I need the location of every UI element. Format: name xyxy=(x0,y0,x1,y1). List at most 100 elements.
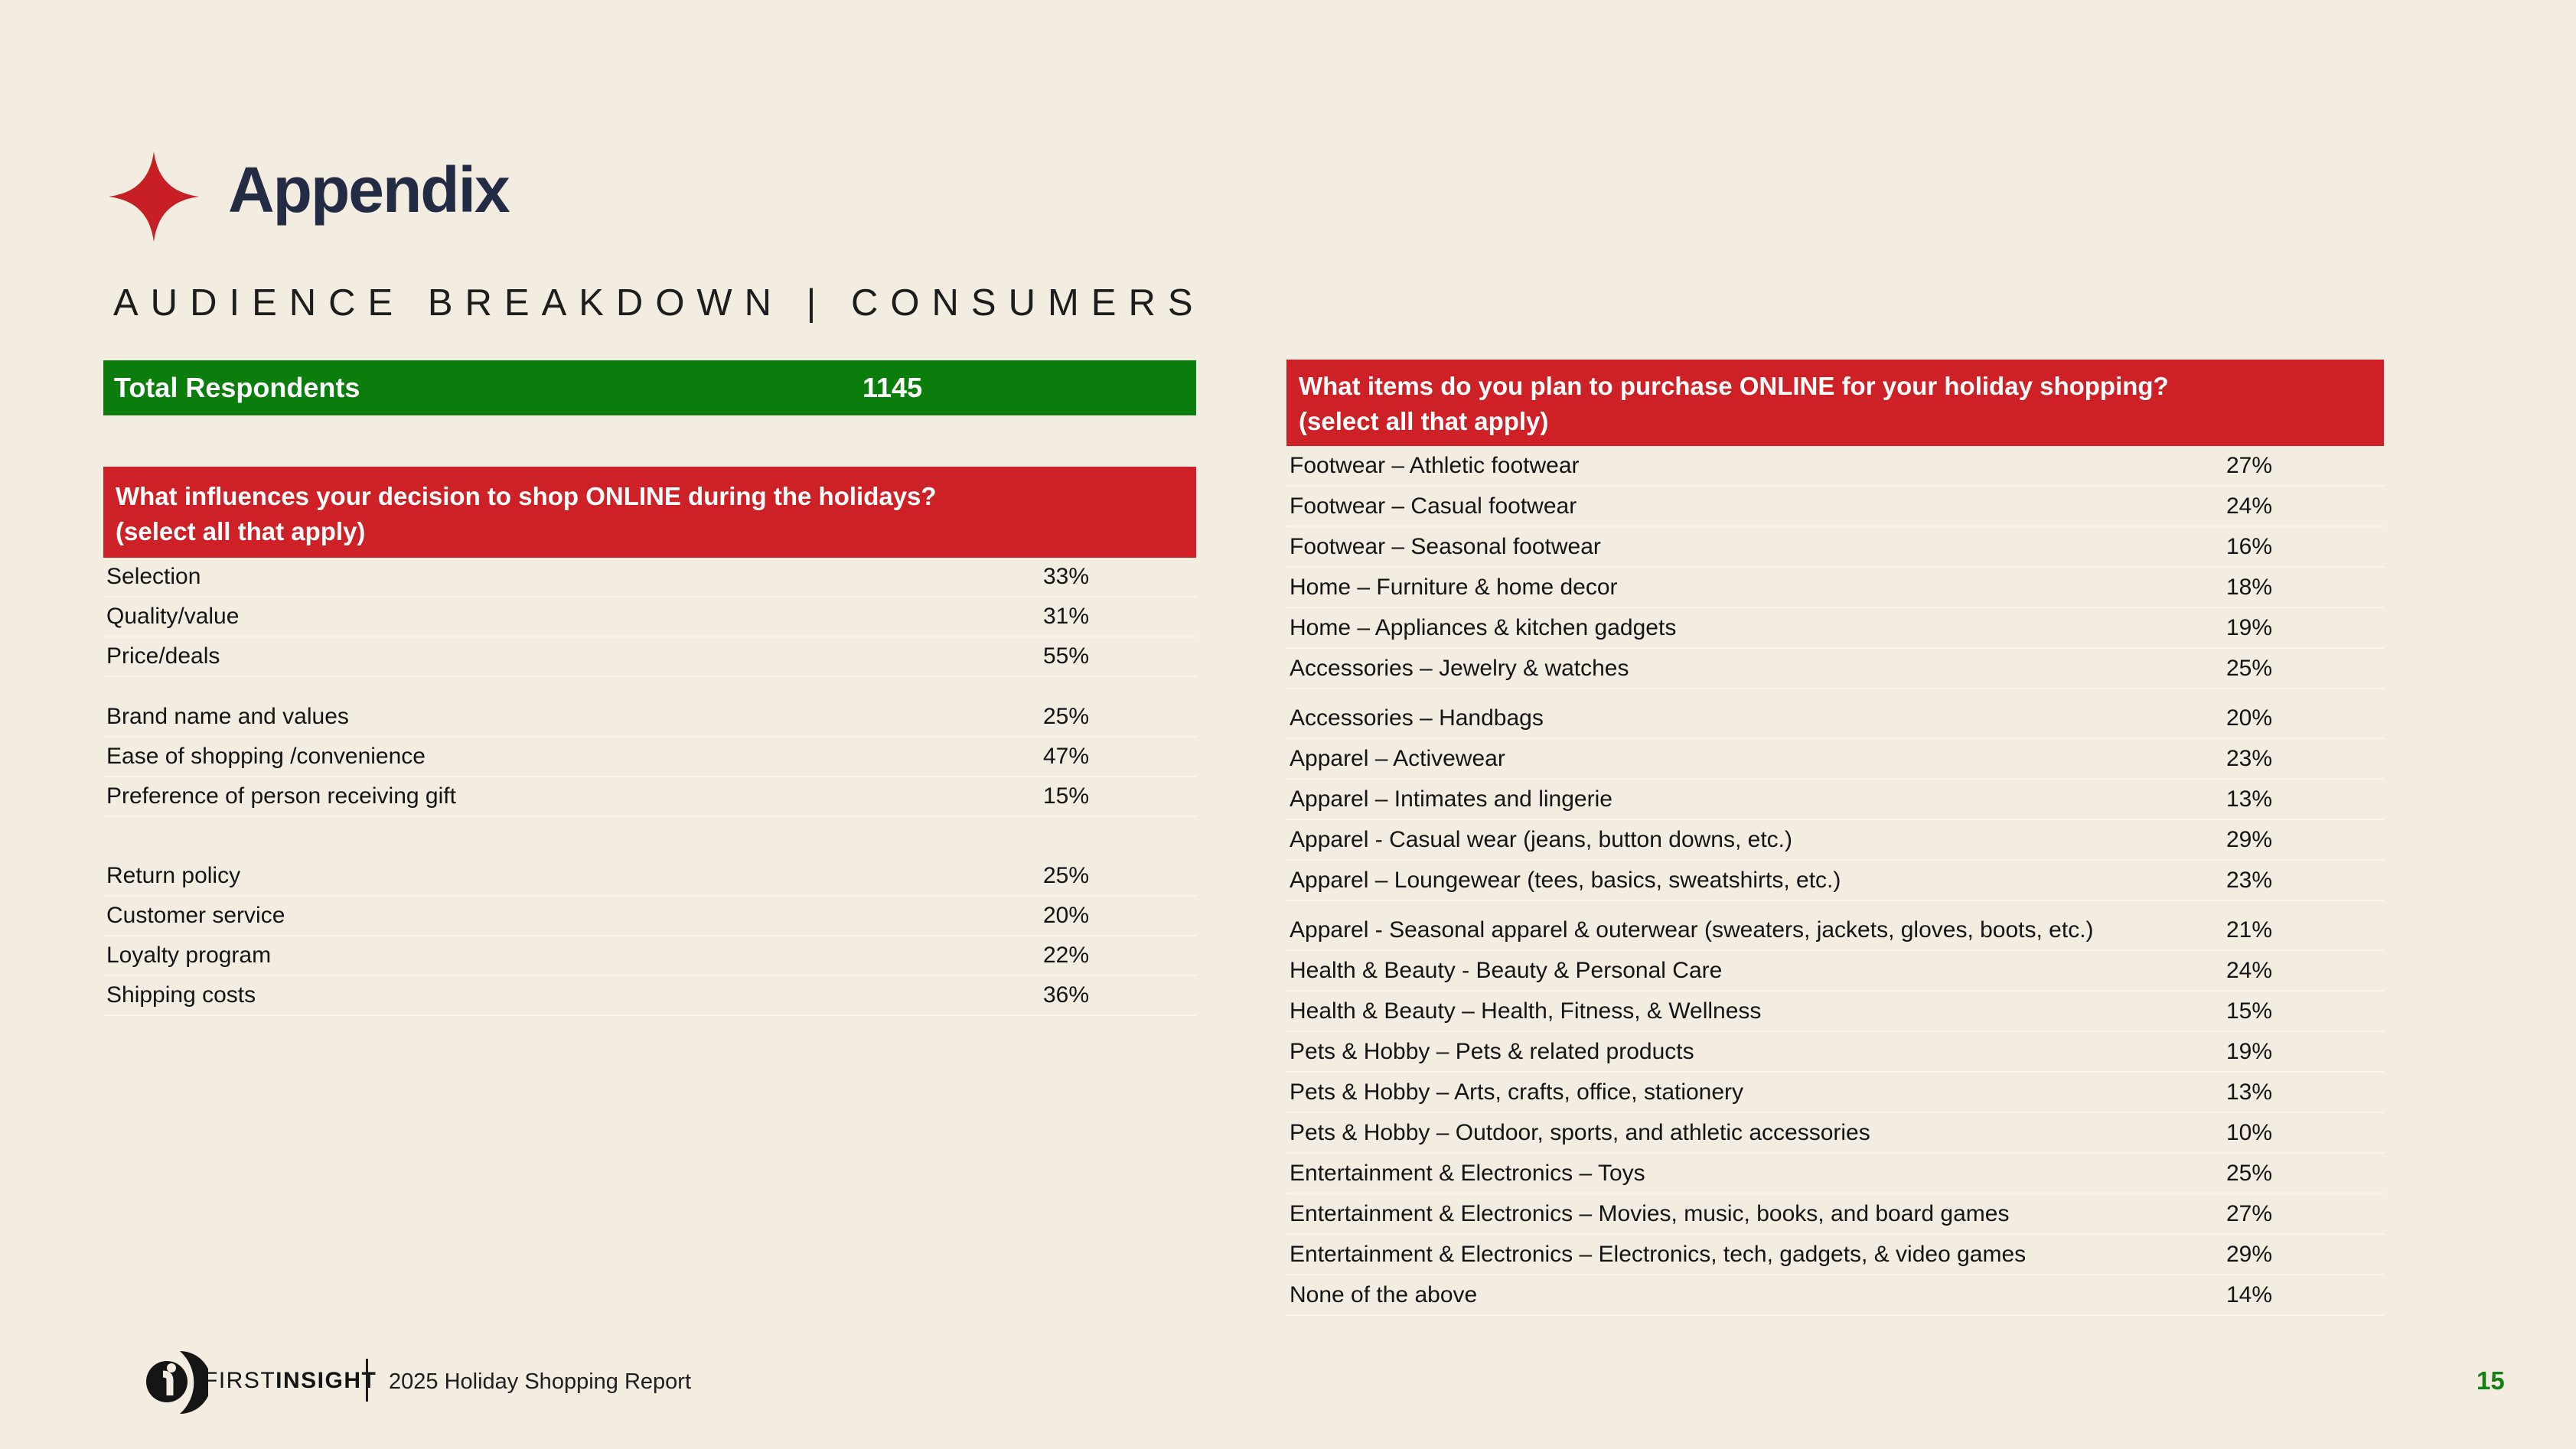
table-row: Brand name and values 25% xyxy=(103,698,1196,738)
row-label: Apparel - Casual wear (jeans, button dow… xyxy=(1290,826,1792,852)
row-label: Brand name and values xyxy=(106,704,349,729)
row-label: Footwear – Seasonal footwear xyxy=(1290,533,1601,559)
row-value: 31% xyxy=(1043,604,1090,629)
brand-name: FIRSTINSIGHT xyxy=(204,1368,377,1394)
row-label: Ease of shopping /convenience xyxy=(106,744,426,769)
total-respondents-value: 1145 xyxy=(862,372,923,403)
total-respondents-label: Total Respondents xyxy=(114,372,360,403)
row-label: Apparel – Loungewear (tees, basics, swea… xyxy=(1290,867,1841,893)
table-row: Entertainment & Electronics – Movies, mu… xyxy=(1286,1194,2384,1235)
table-row: Pets & Hobby – Arts, crafts, office, sta… xyxy=(1286,1073,2384,1113)
table-row: Apparel - Casual wear (jeans, button dow… xyxy=(1286,820,2384,861)
table-row: Loyalty program 22% xyxy=(103,936,1196,976)
table-row: Home – Appliances & kitchen gadgets 19% xyxy=(1286,608,2384,649)
row-label: None of the above xyxy=(1290,1281,1478,1307)
row-label: Preference of person receiving gift xyxy=(106,783,456,809)
row-label: Quality/value xyxy=(106,604,240,629)
row-value: 55% xyxy=(1043,643,1090,669)
report-title: 2025 Holiday Shopping Report xyxy=(389,1369,691,1394)
row-label: Apparel – Intimates and lingerie xyxy=(1290,786,1612,812)
table-row: Price/deals 55% xyxy=(103,637,1196,677)
row-value: 36% xyxy=(1043,982,1090,1008)
total-respondents-bar: Total Respondents 1145 xyxy=(103,360,1196,415)
row-value: 22% xyxy=(1043,943,1090,968)
table-row: Health & Beauty – Health, Fitness, & Wel… xyxy=(1286,992,2384,1032)
row-label: Accessories – Handbags xyxy=(1290,705,1544,731)
row-label: Loyalty program xyxy=(106,943,272,968)
row-label: Pets & Hobby – Pets & related products xyxy=(1290,1038,1694,1064)
table-row: Shipping costs 36% xyxy=(103,976,1196,1016)
table-row: Apparel - Seasonal apparel & outerwear (… xyxy=(1286,910,2384,951)
row-label: Apparel - Seasonal apparel & outerwear (… xyxy=(1290,917,2094,943)
row-value: 25% xyxy=(1043,863,1090,888)
table-row: Selection 33% xyxy=(103,558,1196,598)
row-value: 25% xyxy=(2226,1160,2273,1186)
row-value: 19% xyxy=(2226,614,2273,640)
row-value: 21% xyxy=(2226,917,2273,943)
table-row: Customer service 20% xyxy=(103,897,1196,936)
row-value: 13% xyxy=(2226,786,2273,812)
table-row: Footwear – Casual footwear 24% xyxy=(1286,487,2384,527)
right-question-line2: (select all that apply) xyxy=(1299,407,1549,435)
row-value: 29% xyxy=(2226,1241,2273,1267)
firstinsight-logo-icon xyxy=(146,1351,208,1414)
table-group-spacer xyxy=(103,677,1196,698)
row-label: Return policy xyxy=(106,863,241,888)
row-label: Entertainment & Electronics – Movies, mu… xyxy=(1290,1200,2010,1226)
table-row: None of the above 14% xyxy=(1286,1275,2384,1316)
row-label: Health & Beauty – Health, Fitness, & Wel… xyxy=(1290,998,1762,1024)
table-row: Ease of shopping /convenience 47% xyxy=(103,738,1196,777)
table-row: Home – Furniture & home decor 18% xyxy=(1286,568,2384,608)
row-value: 33% xyxy=(1043,564,1090,589)
row-value: 15% xyxy=(2226,998,2273,1024)
row-value: 10% xyxy=(2226,1119,2273,1145)
table-row: Accessories – Handbags 20% xyxy=(1286,698,2384,739)
table-group-spacer xyxy=(103,817,1196,857)
left-question-line1: What influences your decision to shop ON… xyxy=(116,482,937,510)
table-row: Accessories – Jewelry & watches 25% xyxy=(1286,649,2384,689)
row-value: 24% xyxy=(2226,957,2273,983)
row-value: 16% xyxy=(2226,533,2273,559)
left-table-rows: Selection 33% Quality/value 31% Price/deals 5… xyxy=(103,558,1196,1016)
row-value: 20% xyxy=(1043,903,1090,928)
brand-first: FIRST xyxy=(204,1368,276,1393)
page-title: Appendix xyxy=(228,154,510,226)
table-row: Pets & Hobby – Outdoor, sports, and athl… xyxy=(1286,1113,2384,1154)
row-label: Apparel – Activewear xyxy=(1290,745,1505,771)
table-row: Entertainment & Electronics – Toys 25% xyxy=(1286,1154,2384,1194)
right-question-header: What items do you plan to purchase ONLIN… xyxy=(1286,360,2384,446)
row-label: Home – Furniture & home decor xyxy=(1290,574,1618,600)
right-question-line1: What items do you plan to purchase ONLIN… xyxy=(1299,372,2169,400)
row-value: 27% xyxy=(2226,452,2273,478)
row-value: 18% xyxy=(2226,574,2273,600)
row-value: 29% xyxy=(2226,826,2273,852)
row-value: 19% xyxy=(2226,1038,2273,1064)
footer-divider xyxy=(366,1359,368,1402)
row-label: Home – Appliances & kitchen gadgets xyxy=(1290,614,1677,640)
table-row: Preference of person receiving gift 15% xyxy=(103,777,1196,817)
table-row: Apparel – Loungewear (tees, basics, swea… xyxy=(1286,861,2384,901)
row-value: 15% xyxy=(1043,783,1090,809)
row-label: Entertainment & Electronics – Electronic… xyxy=(1290,1241,2027,1267)
row-value: 24% xyxy=(2226,493,2273,519)
table-row: Quality/value 31% xyxy=(103,598,1196,637)
row-label: Selection xyxy=(106,564,201,589)
row-label: Pets & Hobby – Outdoor, sports, and athl… xyxy=(1290,1119,1870,1145)
table-row: Return policy 25% xyxy=(103,857,1196,897)
row-label: Accessories – Jewelry & watches xyxy=(1290,655,1629,681)
row-label: Health & Beauty - Beauty & Personal Care xyxy=(1290,957,1723,983)
table-row: Footwear – Athletic footwear 27% xyxy=(1286,446,2384,487)
brand-insight: INSIGHT xyxy=(276,1368,377,1393)
right-table-rows: Footwear – Athletic footwear 27% Footwear … xyxy=(1286,446,2384,1316)
row-value: 14% xyxy=(2226,1281,2273,1307)
sparkle-star-icon xyxy=(109,151,199,242)
row-label: Pets & Hobby – Arts, crafts, office, sta… xyxy=(1290,1079,1744,1105)
table-row: Footwear – Seasonal footwear 16% xyxy=(1286,527,2384,568)
table-row: Apparel – Activewear 23% xyxy=(1286,739,2384,780)
left-question-line2: (select all that apply) xyxy=(116,517,366,545)
row-value: 25% xyxy=(2226,655,2273,681)
row-value: 23% xyxy=(2226,745,2273,771)
row-value: 47% xyxy=(1043,744,1090,769)
row-value: 27% xyxy=(2226,1200,2273,1226)
